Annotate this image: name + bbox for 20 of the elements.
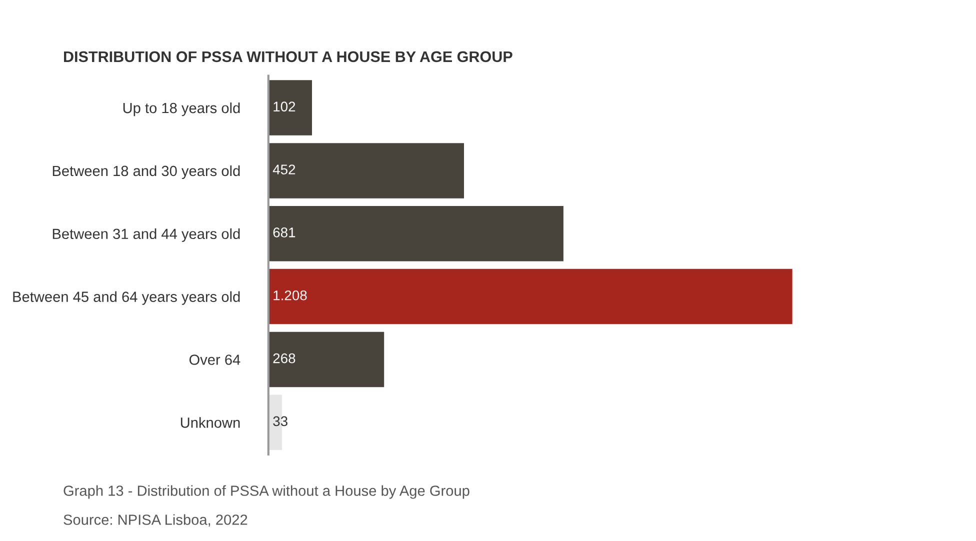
data-label: 268 bbox=[273, 353, 296, 364]
data-label: 102 bbox=[274, 102, 296, 112]
bar bbox=[268, 330, 386, 388]
chart-title: DISTRIBUTION OF PSSA WITHOUT A HOUSE BY AGE GROUP bbox=[64, 51, 512, 62]
data-label: 681 bbox=[273, 228, 296, 238]
data-label: 33 bbox=[273, 416, 288, 426]
y-tick-label: Between 31 and 44 years old bbox=[52, 228, 240, 242]
caption: Graph 13 - Distribution of PSSA without a House by Age Group bbox=[64, 485, 470, 499]
bar bbox=[268, 268, 793, 326]
y-tick-label: Unknown bbox=[180, 417, 240, 428]
y-tick-label: Over 64 bbox=[189, 354, 240, 365]
bar bbox=[268, 78, 314, 137]
y-tick-label: Between 45 and 64 years years old bbox=[13, 291, 240, 305]
data-label: 452 bbox=[272, 164, 296, 174]
source-note: Source: NPISA Lisboa, 2022 bbox=[64, 514, 248, 527]
y-tick-label: Between 18 and 30 years old bbox=[52, 165, 240, 180]
y-tick-label: Up to 18 years old bbox=[123, 102, 240, 116]
data-label: 1.208 bbox=[274, 290, 307, 300]
bar bbox=[268, 142, 466, 200]
bar bbox=[268, 204, 565, 263]
